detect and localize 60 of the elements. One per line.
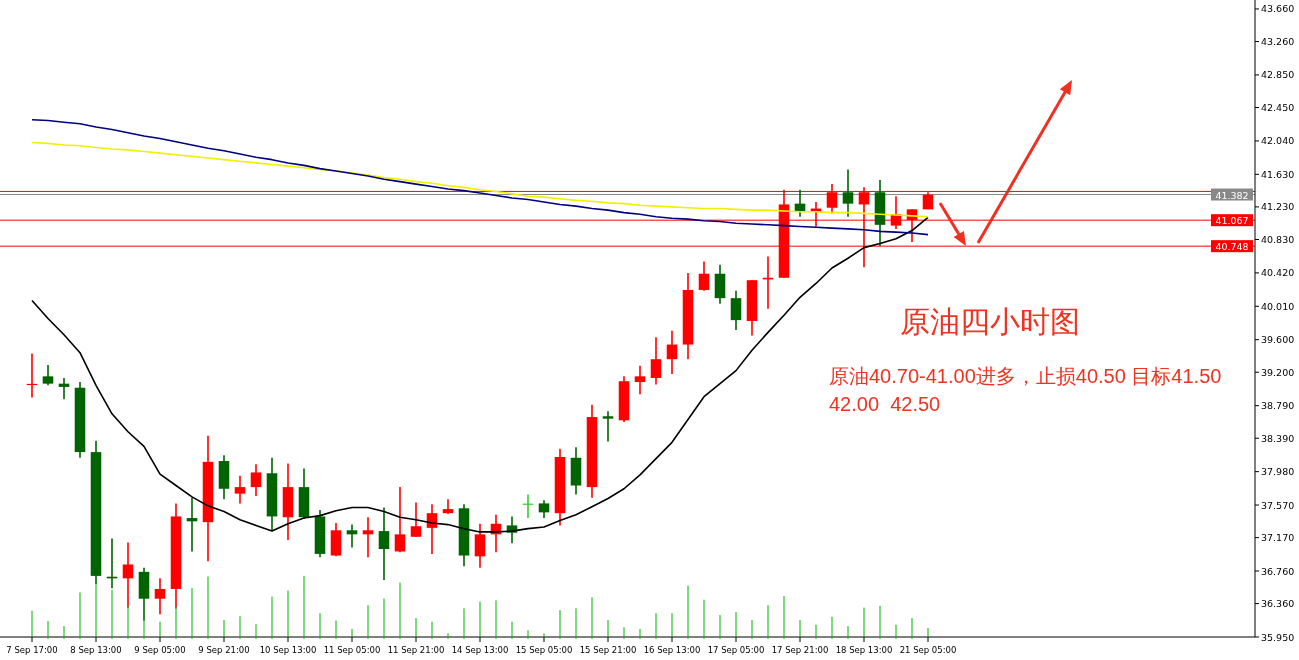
x-tick-label: 17 Sep 05:00 xyxy=(707,645,765,655)
candlestick xyxy=(410,501,422,538)
candlestick xyxy=(650,336,662,386)
y-tick-label: 40.830 xyxy=(1261,233,1295,245)
y-tick-label: 35.950 xyxy=(1261,631,1295,643)
candlestick xyxy=(634,364,646,396)
x-tick-label: 16 Sep 13:00 xyxy=(643,645,701,655)
x-tick-label: 17 Sep 21:00 xyxy=(771,645,829,655)
x-tick-label: 10 Sep 13:00 xyxy=(259,645,317,655)
candlestick xyxy=(42,364,54,387)
x-tick-label: 21 Sep 05:00 xyxy=(899,645,957,655)
x-tick-label: 11 Sep 05:00 xyxy=(323,645,381,655)
y-tick-label: 36.760 xyxy=(1261,565,1295,577)
candlestick xyxy=(378,506,390,581)
y-tick-label: 36.360 xyxy=(1261,598,1295,610)
candlestick xyxy=(234,474,246,505)
ref-line-label: 40.748 xyxy=(1215,241,1249,253)
candlestick xyxy=(602,410,614,443)
x-tick-label: 8 Sep 13:00 xyxy=(70,645,122,655)
x-tick-label: 11 Sep 21:00 xyxy=(387,645,445,655)
y-tick-label: 38.390 xyxy=(1261,432,1295,444)
y-tick-label: 40.420 xyxy=(1261,267,1295,279)
x-tick-label: 15 Sep 05:00 xyxy=(515,645,573,655)
candlestick xyxy=(362,516,374,558)
y-tick-label: 37.170 xyxy=(1261,532,1295,544)
y-tick-label: 39.200 xyxy=(1261,366,1295,378)
y-tick-label: 43.260 xyxy=(1261,36,1295,48)
ref-line-label: 41.382 xyxy=(1215,189,1249,201)
y-tick-label: 40.010 xyxy=(1261,300,1295,312)
candlestick xyxy=(730,290,742,331)
y-tick-label: 43.660 xyxy=(1261,3,1295,15)
y-tick-label: 41.230 xyxy=(1261,201,1295,213)
x-tick-label: 9 Sep 21:00 xyxy=(198,645,250,655)
candlestick xyxy=(442,498,454,515)
annotation: 原油40.70-41.00进多，止损40.50 目标41.50 42.00 42.50 xyxy=(829,364,1223,417)
x-tick-label: 15 Sep 21:00 xyxy=(579,645,637,655)
y-tick-label: 37.980 xyxy=(1261,466,1295,478)
y-tick-label: 42.040 xyxy=(1261,135,1295,147)
y-tick-label: 42.450 xyxy=(1261,102,1295,114)
candlestick xyxy=(346,523,358,549)
text: 原油四小时图 xyxy=(900,304,1080,340)
y-tick-label: 38.790 xyxy=(1261,400,1295,412)
candlestick xyxy=(394,486,406,554)
line-series xyxy=(31,118,929,236)
ref-line-label: 41.067 xyxy=(1215,215,1249,227)
y-tick-label: 42.850 xyxy=(1261,69,1295,81)
candlestick xyxy=(250,463,262,497)
candlestick xyxy=(794,189,806,218)
candlestick xyxy=(154,577,166,615)
candlestick xyxy=(698,260,710,292)
y-tick-label: 39.600 xyxy=(1261,334,1295,346)
y-tick-label: 37.570 xyxy=(1261,499,1295,511)
x-tick-label: 9 Sep 05:00 xyxy=(134,645,186,655)
x-tick-label: 7 Sep 17:00 xyxy=(6,645,58,655)
y-tick-label: 41.630 xyxy=(1261,168,1295,180)
candlestick xyxy=(474,522,486,569)
candlestick xyxy=(666,329,678,375)
x-tick-label: 14 Sep 13:00 xyxy=(451,645,509,655)
candlestick xyxy=(842,168,854,218)
x-tick-label: 18 Sep 13:00 xyxy=(835,645,893,655)
